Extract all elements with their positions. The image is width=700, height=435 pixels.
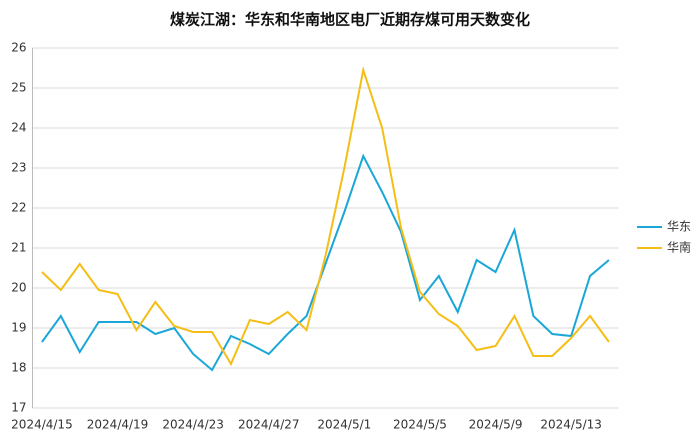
y-tick-label: 19 xyxy=(11,321,26,335)
y-tick-label: 21 xyxy=(11,241,26,255)
y-tick-label: 18 xyxy=(11,361,26,375)
x-tick-label: 2024/5/1 xyxy=(317,418,371,432)
y-tick-label: 24 xyxy=(11,121,26,135)
y-tick-label: 26 xyxy=(11,41,26,55)
x-tick-label: 2024/5/5 xyxy=(393,418,447,432)
x-tick-label: 2024/5/9 xyxy=(469,418,523,432)
legend-label: 华南 xyxy=(667,240,691,255)
chart-title: 煤炭江湖：华东和华南地区电厂近期存煤可用天数变化 xyxy=(170,11,530,29)
y-tick-label: 25 xyxy=(11,81,26,95)
legend-label: 华东 xyxy=(667,220,691,234)
x-tick-label: 2024/4/15 xyxy=(11,418,73,432)
series-line xyxy=(41,66,610,367)
y-tick-label: 22 xyxy=(11,201,26,215)
x-tick-label: 2024/4/19 xyxy=(87,418,149,432)
y-tick-label: 23 xyxy=(11,161,26,175)
y-tick-label: 20 xyxy=(11,281,26,295)
x-tick-label: 2024/5/13 xyxy=(540,418,602,432)
series-line xyxy=(41,153,610,372)
y-tick-label: 17 xyxy=(11,401,26,415)
x-tick-label: 2024/4/23 xyxy=(162,418,224,432)
x-tick-label: 2024/4/27 xyxy=(238,418,300,432)
